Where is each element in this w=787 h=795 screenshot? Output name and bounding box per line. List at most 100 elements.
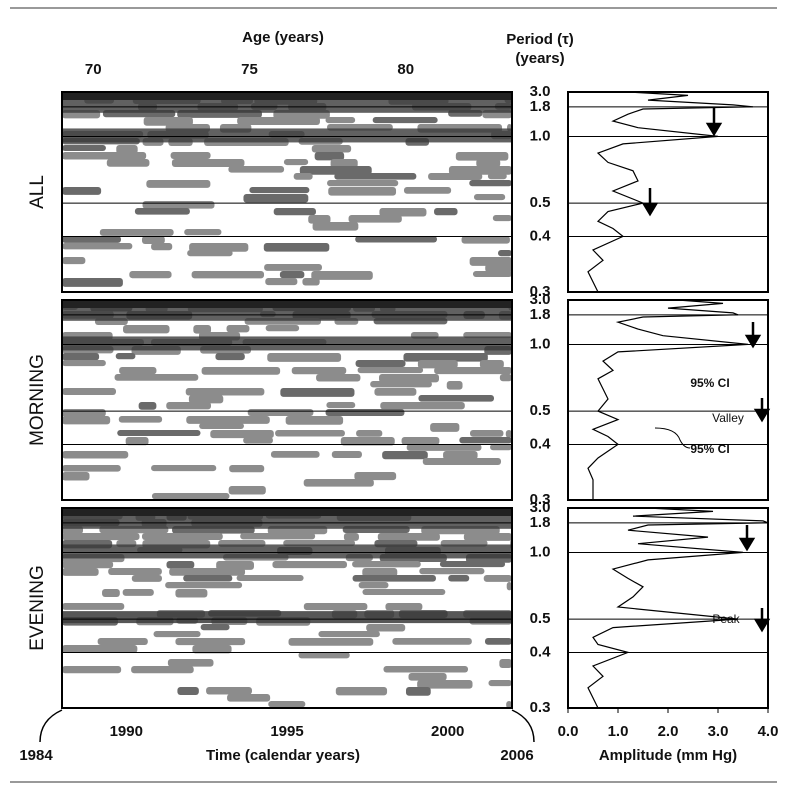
heatmap-cell [428,173,483,180]
heatmap-cell [151,243,173,251]
heatmap-cell [422,458,502,465]
heatmap-cell [193,325,212,334]
heatmap-cell [118,416,163,423]
y-tick-label: 1.8 [530,306,551,323]
heatmap-cell [370,381,432,388]
heatmap-cell [166,561,195,569]
heatmap-band [62,514,512,529]
heatmap-cell [206,687,252,695]
heatmap-cell [142,201,215,209]
heatmap-cell [62,666,122,674]
y-tick-label: 0.4 [530,435,552,452]
heatmap-cell [165,582,243,589]
heatmap-cell [175,589,208,598]
heatmap-cell [187,250,233,257]
heatmap-cell [506,582,512,591]
heatmap-cell [476,159,501,168]
heatmap-cell [62,465,121,472]
heatmap-cell [379,208,427,217]
spectrum-frame [567,507,769,709]
heatmap-cell [123,325,170,334]
heatmap-cell [354,472,397,481]
heatmap-cell [505,430,512,438]
heatmap-cell [106,159,150,167]
heatmap-cell [280,388,355,397]
heatmap-cell [331,451,362,459]
heatmap-cell [330,159,358,168]
age-tick-label: 70 [85,61,102,78]
heatmap-cell [417,680,473,689]
heatmap-cell [469,257,512,266]
heatmap-cell [62,451,129,459]
heatmap-cell [385,603,423,611]
heatmap-cell [325,409,405,416]
heatmap-cell [382,451,428,460]
heatmap-cell [303,479,374,487]
heatmap-cell [352,561,421,568]
age-label: Age (years) [242,29,324,46]
amplitude-tick-label: 1.0 [608,723,629,740]
heatmap-cell [291,367,347,375]
heatmap-cell [166,402,212,410]
heatmap-cell [473,194,506,201]
heatmap-cell [226,325,250,333]
heatmap-cell [62,568,99,576]
heatmap-cell [125,437,149,446]
heatmap-cell [175,638,246,646]
heatmap-cell [273,208,316,216]
heatmap-cell [236,575,304,582]
heatmap-cell [62,145,106,152]
heatmap-cell [141,533,223,541]
period-label: Period (τ) [506,31,574,48]
spectrum-frame [567,299,769,501]
heatmap-cell [167,659,214,667]
heatmap-cell [459,437,512,444]
heatmap-cell [122,589,154,596]
heatmap-cell [184,229,222,236]
heatmap-cell [448,166,512,175]
heatmap-cell [189,243,249,252]
heatmap-cell [141,236,165,244]
heatmap-cell [265,278,298,286]
heatmap-cell [499,659,512,668]
heatmap-cell [303,603,368,611]
heatmap-cell [228,166,285,173]
time-end: 2006 [500,747,533,764]
heatmap-cell [62,257,86,265]
heatmap-cell [272,561,347,569]
heatmap-cell [340,437,395,446]
heatmap-cell [499,374,512,382]
heatmap-cell [62,416,111,425]
heatmap-cell [405,687,431,696]
heatmap-cell [403,353,488,362]
ci-connector [654,427,691,449]
heatmap-cell [430,423,460,432]
heatmap-cell [62,353,100,361]
heatmap-cell [210,430,274,439]
heatmap-cell [316,374,361,382]
heatmap-cell [362,589,446,596]
heatmap-cell [119,367,157,375]
heatmap-cell [355,236,437,243]
annotation: 95% CI [690,376,729,390]
heatmap-cell [311,145,352,153]
heatmap-cell [265,325,300,332]
heatmap-cell [490,444,512,451]
heatmap-cell [62,603,125,610]
heatmap-cell [408,673,447,681]
heatmap-cell [302,278,320,286]
heatmap-cell [298,652,350,659]
y-tick-label: 1.0 [530,543,551,560]
heatmap-cell [216,561,254,570]
heatmap-cell [328,187,397,196]
heatmap-cell [62,360,106,367]
heatmap-cell [237,117,320,126]
heatmap-cell [283,159,309,166]
heatmap-cell [171,159,245,168]
heatmap-cell [62,278,123,287]
spectrum-frame [567,91,769,293]
heatmap-cell [192,645,232,654]
heatmap-cell [352,575,436,582]
heatmap-cell [348,215,402,223]
heatmap-cell [312,222,359,231]
